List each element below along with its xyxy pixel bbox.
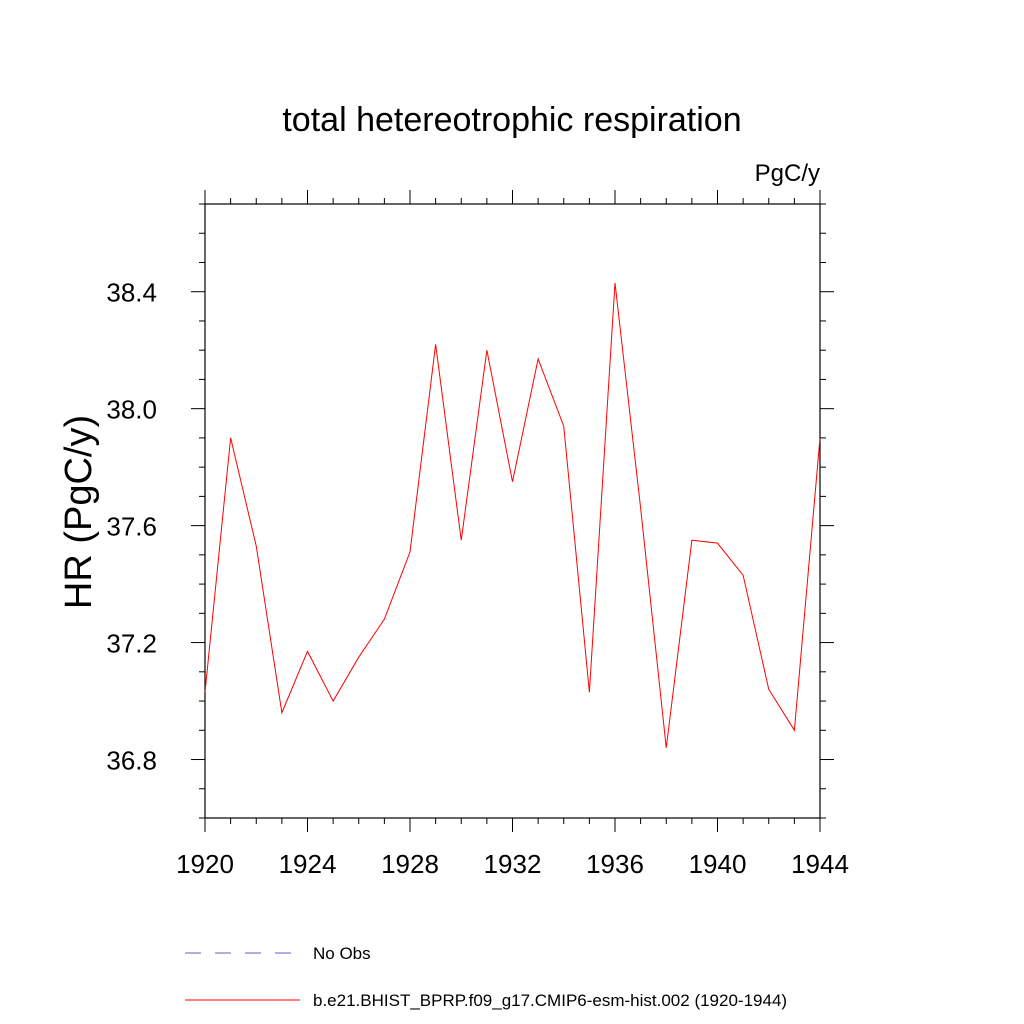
units-label: PgC/y [755, 160, 820, 187]
x-tick-label: 1944 [791, 849, 849, 879]
y-axis-label: HR (PgC/y) [58, 415, 100, 609]
y-tick-label: 38.0 [106, 395, 157, 425]
axis-ticks [191, 190, 834, 832]
legend-label-model-run: b.e21.BHIST_BPRP.f09_g17.CMIP6-esm-hist.… [313, 991, 787, 1010]
axis-tick-labels: 1920 1924 1928 1932 1936 1940 1944 36.8 37.2 37.6… [106, 278, 849, 879]
y-tick-label: 38.4 [106, 278, 157, 308]
y-tick-label: 36.8 [106, 746, 157, 776]
plot-frame [204, 203, 821, 819]
chart-title: total hetereotrophic respiration [282, 101, 741, 139]
y-tick-label: 37.6 [106, 512, 157, 542]
x-tick-label: 1936 [586, 849, 644, 879]
y-tick-label: 37.2 [106, 629, 157, 659]
x-tick-label: 1940 [689, 849, 747, 879]
x-tick-label: 1920 [176, 849, 234, 879]
series-line-0 [204, 282, 821, 748]
x-tick-label: 1932 [484, 849, 542, 879]
x-tick-label: 1928 [381, 849, 439, 879]
x-tick-label: 1924 [279, 849, 337, 879]
legend: No Obs b.e21.BHIST_BPRP.f09_g17.CMIP6-es… [185, 944, 787, 1010]
series-lines [204, 282, 821, 748]
legend-label-no-obs: No Obs [313, 944, 371, 963]
